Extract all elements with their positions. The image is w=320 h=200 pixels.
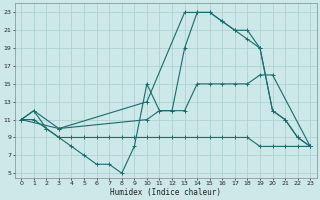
X-axis label: Humidex (Indice chaleur): Humidex (Indice chaleur) bbox=[110, 188, 221, 197]
